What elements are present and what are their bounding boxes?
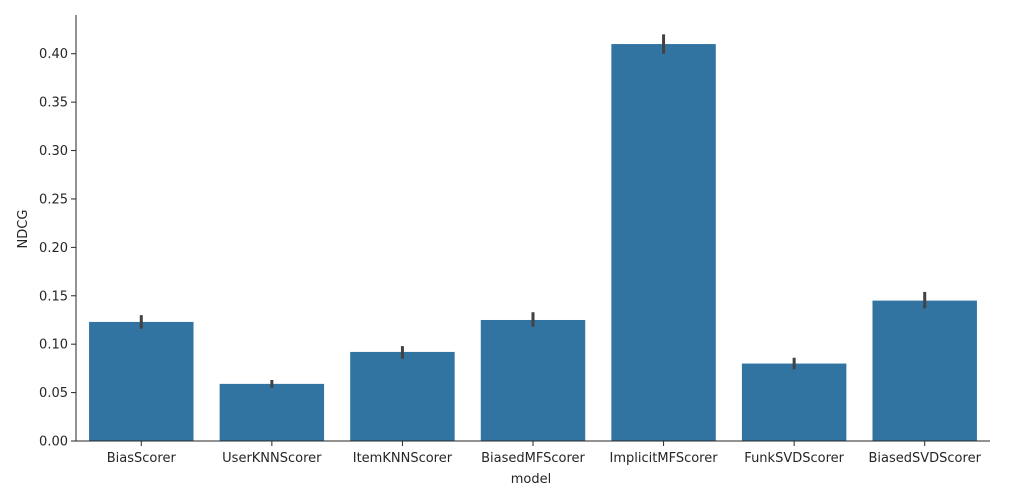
x-axis-title: model — [511, 472, 551, 487]
bar-BiasedMFScorer — [480, 319, 586, 441]
x-tick-label: FunkSVDScorer — [744, 451, 844, 466]
y-tick-label: 0.30 — [39, 144, 68, 159]
y-axis-title: NDCG — [16, 210, 31, 249]
x-tick-label: BiasedMFScorer — [481, 451, 585, 466]
bar-UserKNNScorer — [219, 383, 325, 441]
y-tick-label: 0.15 — [39, 289, 68, 304]
bar-FunkSVDScorer — [741, 363, 847, 441]
y-tick-label: 0.10 — [39, 338, 68, 353]
bar-BiasScorer — [89, 321, 194, 441]
x-tick-label: ImplicitMFScorer — [610, 451, 719, 466]
bar-ImplicitMFScorer — [611, 44, 716, 441]
x-axis: BiasScorer UserKNNScorer ItemKNNScorer Bias… — [76, 440, 990, 466]
y-axis: 0.00 0.05 0.10 0.15 0.20 0.25 0.30 0.35 0.40 — [39, 15, 77, 450]
y-tick-label: 0.35 — [39, 96, 68, 111]
y-tick-label: 0.05 — [39, 386, 68, 401]
x-tick-label: BiasedSVDScorer — [868, 451, 981, 466]
y-tick-label: 0.40 — [39, 47, 68, 62]
bars-group — [89, 44, 977, 441]
y-tick-label: 0.25 — [39, 192, 68, 207]
y-tick-label: 0.20 — [39, 241, 68, 256]
y-tick-label: 0.00 — [39, 435, 68, 450]
error-bars-group — [139, 34, 927, 388]
x-tick-label: UserKNNScorer — [222, 451, 322, 466]
x-tick-label: BiasScorer — [107, 451, 177, 466]
bar-BiasedSVDScorer — [872, 300, 977, 441]
x-tick-label: ItemKNNScorer — [353, 451, 453, 466]
bar-ItemKNNScorer — [350, 351, 455, 441]
